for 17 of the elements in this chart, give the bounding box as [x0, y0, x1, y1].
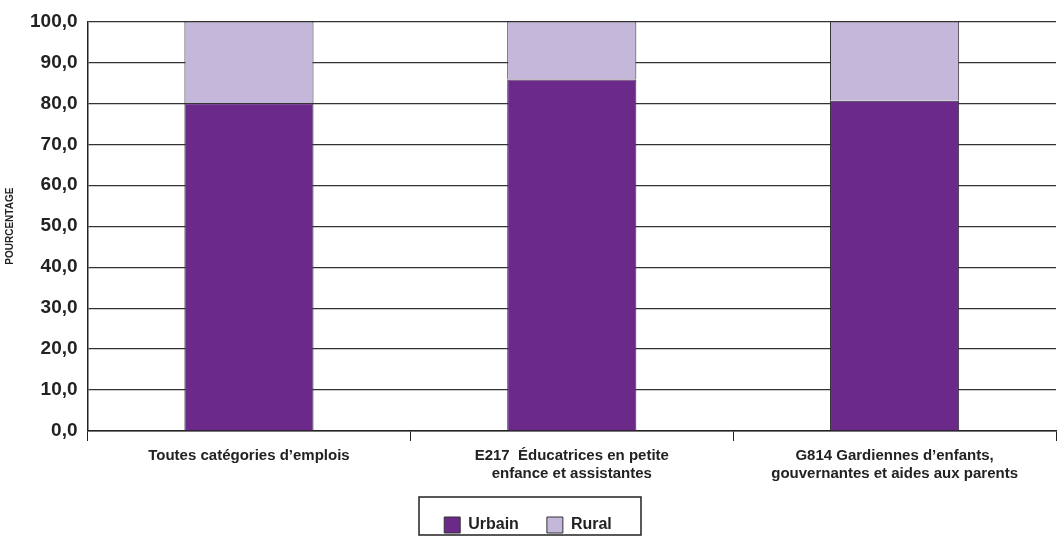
y-tick-label: 50,0 — [40, 214, 78, 236]
y-tick-label: 0,0 — [51, 419, 78, 441]
y-tick-label: 70,0 — [40, 132, 78, 154]
y-tick-label: 40,0 — [40, 255, 78, 277]
y-axis-title: POURCENTAGE — [3, 187, 15, 265]
x-tick-label: G814 Gardiennes d’enfants, gouvernantes et aides aux parents — [771, 446, 1018, 482]
x-tick-label: Toutes catégories d’emplois — [148, 446, 350, 464]
x-tick-label: E217 Éducatrices en petite enfance et assistantes — [474, 446, 669, 482]
legend-label: Urbain — [468, 515, 519, 533]
y-tick-label: 100,0 — [30, 9, 78, 31]
y-tick-label: 80,0 — [40, 91, 78, 113]
y-tick-label: 90,0 — [40, 50, 78, 72]
y-tick-label: 10,0 — [40, 378, 78, 400]
y-tick-label: 60,0 — [40, 173, 78, 195]
legend-label: Rural — [570, 515, 612, 533]
y-tick-label: 20,0 — [40, 337, 78, 359]
y-tick-label: 30,0 — [40, 296, 78, 318]
